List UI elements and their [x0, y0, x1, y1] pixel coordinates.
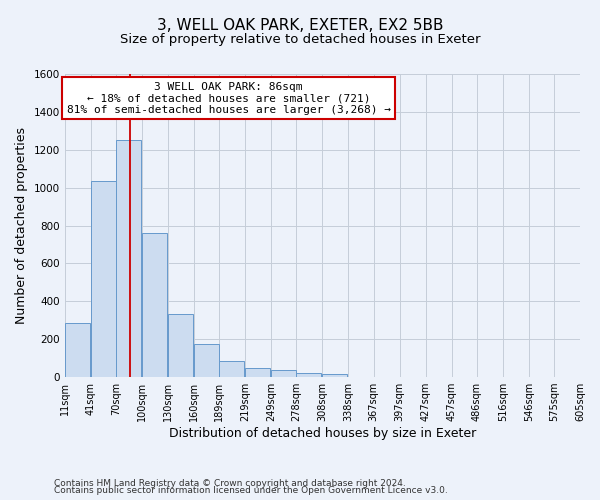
- Bar: [219, 361, 244, 377]
- Bar: [322, 374, 347, 377]
- Bar: [142, 233, 167, 377]
- Text: Contains HM Land Registry data © Crown copyright and database right 2024.: Contains HM Land Registry data © Crown c…: [54, 478, 406, 488]
- Bar: [194, 344, 219, 377]
- Text: 3, WELL OAK PARK, EXETER, EX2 5BB: 3, WELL OAK PARK, EXETER, EX2 5BB: [157, 18, 443, 32]
- X-axis label: Distribution of detached houses by size in Exeter: Distribution of detached houses by size …: [169, 427, 476, 440]
- Bar: [65, 323, 90, 377]
- Bar: [91, 181, 116, 377]
- Text: Contains public sector information licensed under the Open Government Licence v3: Contains public sector information licen…: [54, 486, 448, 495]
- Text: 3 WELL OAK PARK: 86sqm
← 18% of detached houses are smaller (721)
81% of semi-de: 3 WELL OAK PARK: 86sqm ← 18% of detached…: [67, 82, 391, 115]
- Bar: [168, 314, 193, 377]
- Bar: [116, 140, 141, 377]
- Text: Size of property relative to detached houses in Exeter: Size of property relative to detached ho…: [120, 32, 480, 46]
- Bar: [245, 368, 270, 377]
- Y-axis label: Number of detached properties: Number of detached properties: [15, 127, 28, 324]
- Bar: [296, 374, 322, 377]
- Bar: [271, 370, 296, 377]
